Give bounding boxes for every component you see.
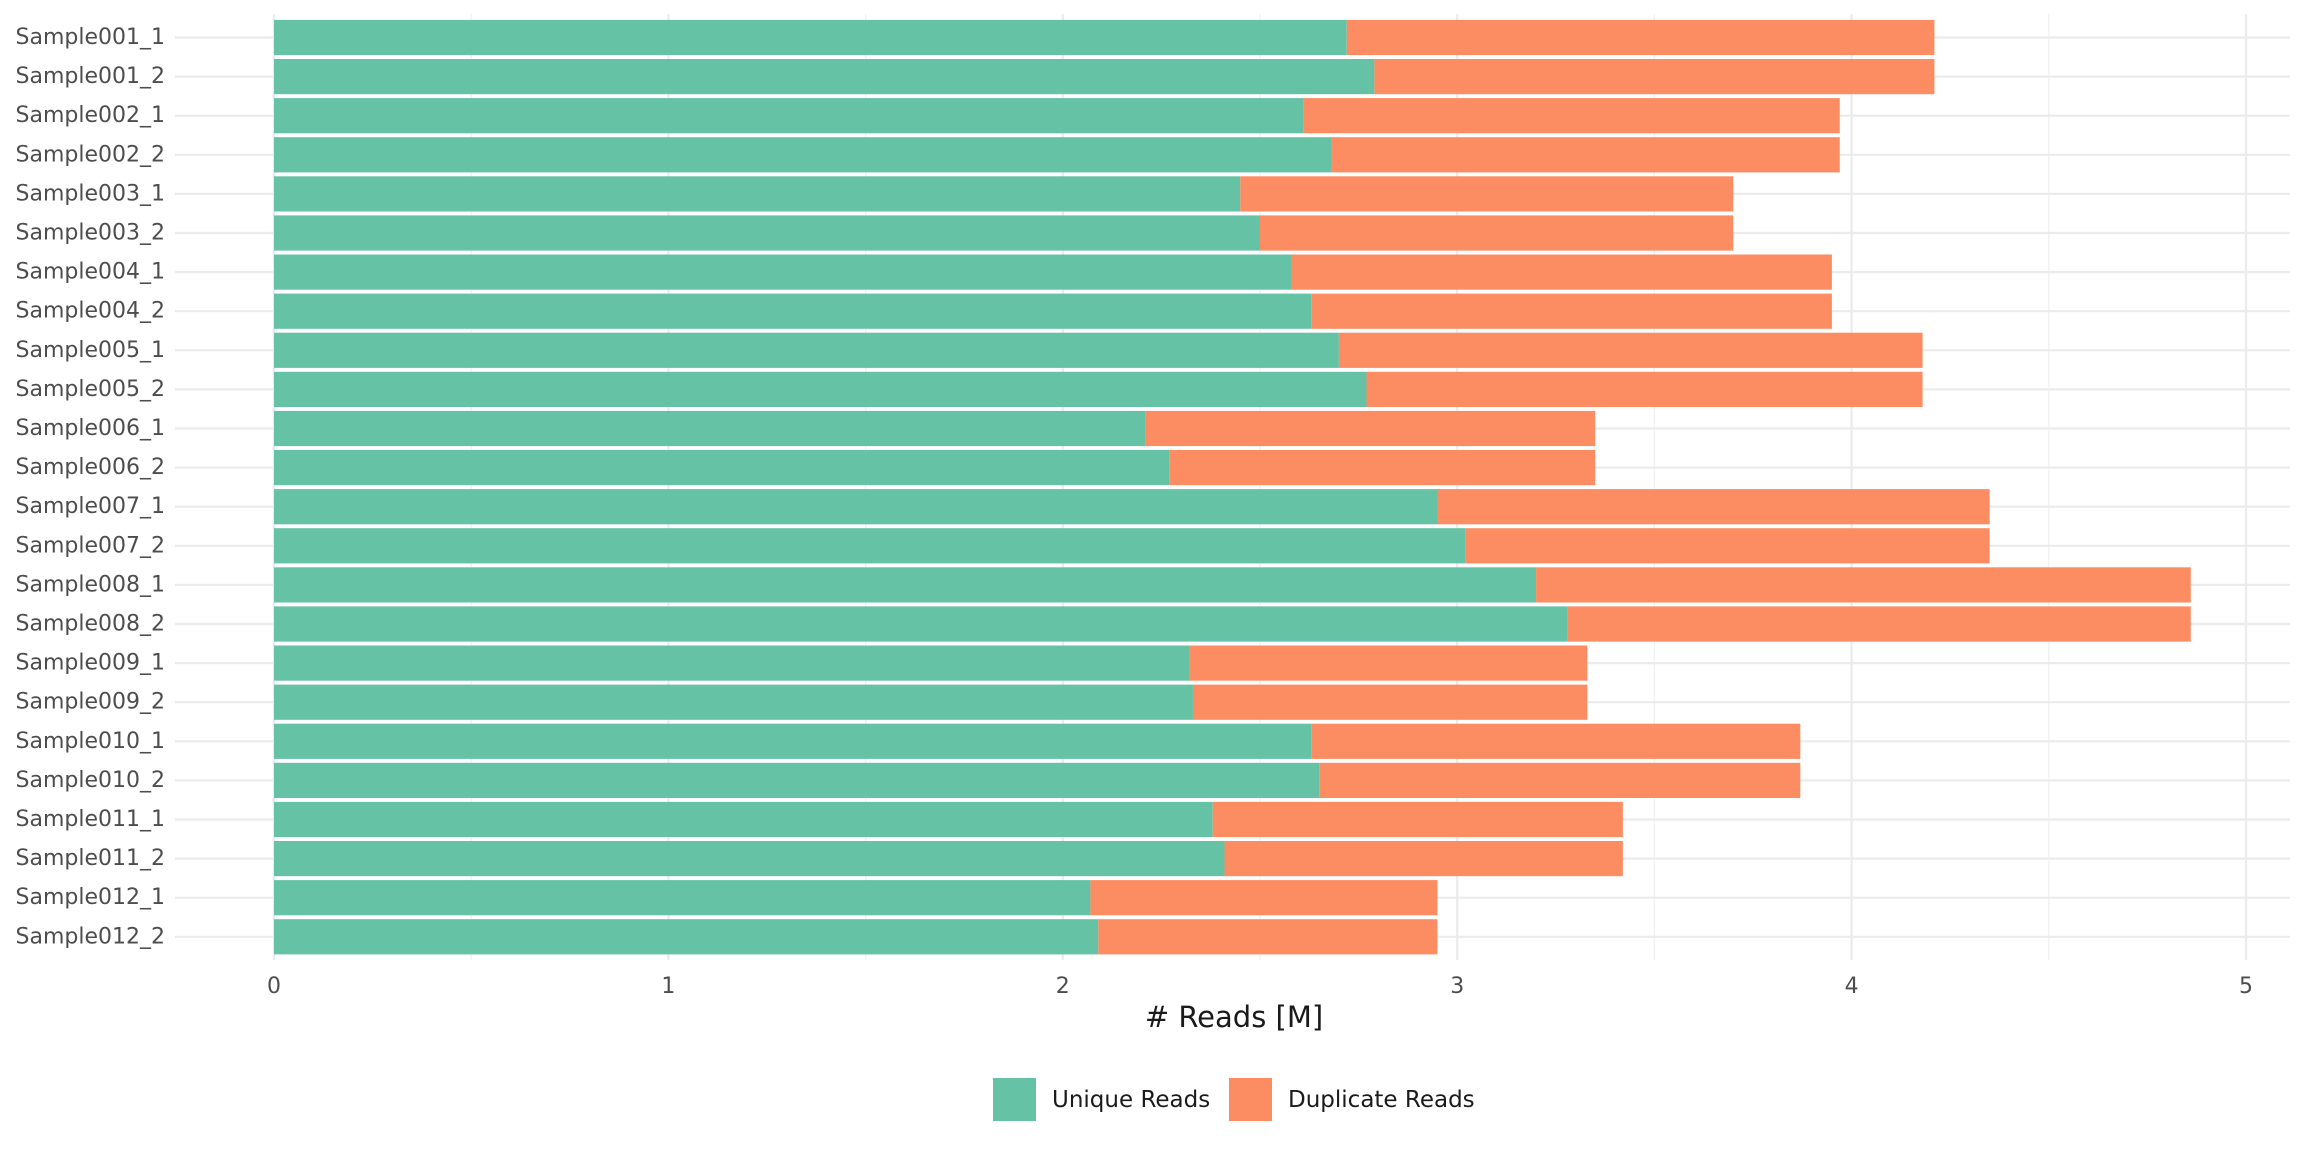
y-tick-label: Sample010_2	[16, 768, 165, 793]
y-tick-label: Sample009_1	[16, 651, 165, 676]
x-tick-labels: 0 1 2 3 4 5	[267, 974, 2253, 999]
y-tick-label: Sample001_2	[16, 64, 165, 89]
y-tick-label: Sample007_2	[16, 533, 165, 558]
bar-unique-reads	[274, 723, 1312, 759]
y-tick-labels: Sample001_1 Sample001_2 Sample002_1 Sample0…	[16, 25, 165, 949]
x-tick-label: 3	[1450, 974, 1464, 999]
bar-unique-reads	[274, 293, 1312, 329]
bar-unique-reads	[274, 567, 1537, 603]
bar-duplicate-reads	[1169, 450, 1596, 486]
y-tick-label: Sample012_2	[16, 924, 165, 949]
bar-unique-reads	[274, 215, 1260, 251]
bars-layer	[274, 19, 2191, 955]
bar-unique-reads	[274, 528, 1466, 564]
bar-duplicate-reads	[1189, 645, 1588, 681]
y-tick-label: Sample008_1	[16, 572, 165, 597]
y-tick-label: Sample007_1	[16, 494, 165, 519]
bar-duplicate-reads	[1374, 59, 1935, 95]
bar-duplicate-reads	[1536, 567, 2191, 603]
bar-duplicate-reads	[1319, 762, 1801, 798]
bar-duplicate-reads	[1567, 606, 2191, 642]
bar-unique-reads	[274, 98, 1304, 134]
bar-duplicate-reads	[1346, 19, 1935, 56]
x-tick-label: 2	[1056, 974, 1070, 999]
x-tick-label: 5	[2239, 974, 2253, 999]
bar-unique-reads	[274, 684, 1193, 720]
bar-unique-reads	[274, 645, 1190, 681]
bar-unique-reads	[274, 137, 1331, 173]
bar-duplicate-reads	[1366, 371, 1923, 407]
y-tick-label: Sample011_1	[16, 807, 165, 832]
y-tick-label: Sample011_2	[16, 846, 165, 871]
bar-duplicate-reads	[1291, 254, 1832, 290]
bar-duplicate-reads	[1437, 489, 1990, 525]
bar-duplicate-reads	[1311, 723, 1801, 759]
x-axis-title: # Reads [M]	[1145, 1000, 1323, 1034]
y-tick-label: Sample004_1	[16, 260, 165, 285]
bar-unique-reads	[274, 450, 1170, 486]
x-tick-label: 1	[661, 974, 675, 999]
y-tick-label: Sample003_1	[16, 181, 165, 206]
legend-key-duplicate-reads	[1229, 1078, 1272, 1121]
y-tick-label: Sample010_1	[16, 729, 165, 754]
y-tick-label: Sample001_1	[16, 25, 165, 50]
bar-unique-reads	[274, 841, 1225, 877]
y-tick-label: Sample006_2	[16, 455, 165, 480]
bar-duplicate-reads	[1098, 919, 1438, 955]
bar-unique-reads	[274, 59, 1375, 95]
bar-duplicate-reads	[1192, 684, 1588, 720]
y-tick-label: Sample003_2	[16, 221, 165, 246]
y-tick-label: Sample002_2	[16, 142, 165, 167]
bar-unique-reads	[274, 762, 1320, 798]
bar-duplicate-reads	[1465, 528, 1990, 564]
bar-unique-reads	[274, 489, 1438, 525]
y-tick-label: Sample006_1	[16, 416, 165, 441]
bar-unique-reads	[274, 606, 1568, 642]
legend-label-duplicate-reads: Duplicate Reads	[1288, 1087, 1475, 1113]
bar-duplicate-reads	[1260, 215, 1734, 251]
y-tick-label: Sample012_1	[16, 885, 165, 910]
bar-duplicate-reads	[1090, 880, 1438, 916]
bar-unique-reads	[274, 176, 1241, 212]
bar-unique-reads	[274, 919, 1099, 955]
legend-key-unique-reads	[993, 1078, 1036, 1121]
bar-unique-reads	[274, 801, 1213, 838]
x-tick-label: 0	[267, 974, 281, 999]
x-tick-label: 4	[1845, 974, 1859, 999]
y-tick-label: Sample002_1	[16, 103, 165, 128]
legend: Unique Reads Duplicate Reads	[993, 1078, 1475, 1121]
bar-duplicate-reads	[1224, 841, 1623, 877]
bar-unique-reads	[274, 19, 1347, 56]
bar-duplicate-reads	[1338, 332, 1923, 368]
bar-duplicate-reads	[1212, 801, 1623, 838]
legend-label-unique-reads: Unique Reads	[1052, 1087, 1210, 1113]
bar-duplicate-reads	[1330, 137, 1840, 173]
bar-unique-reads	[274, 332, 1339, 368]
bar-unique-reads	[274, 410, 1146, 447]
bar-duplicate-reads	[1311, 293, 1832, 329]
y-tick-label: Sample008_2	[16, 612, 165, 637]
bar-duplicate-reads	[1303, 98, 1840, 134]
bar-duplicate-reads	[1145, 410, 1596, 447]
y-tick-label: Sample005_1	[16, 338, 165, 363]
bar-unique-reads	[274, 371, 1367, 407]
y-tick-label: Sample009_2	[16, 690, 165, 715]
bar-unique-reads	[274, 254, 1292, 290]
y-tick-label: Sample004_2	[16, 299, 165, 324]
y-tick-label: Sample005_2	[16, 377, 165, 402]
bar-duplicate-reads	[1240, 176, 1734, 212]
bar-unique-reads	[274, 880, 1091, 916]
